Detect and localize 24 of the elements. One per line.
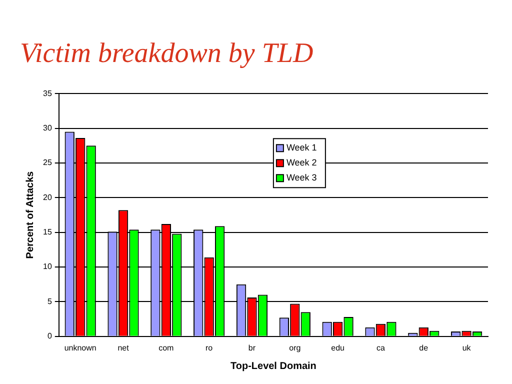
- y-tick-label: 35: [42, 88, 52, 98]
- x-tick-label: org: [289, 343, 301, 352]
- x-tick-label: net: [118, 343, 130, 352]
- x-tick-label: edu: [331, 343, 344, 352]
- y-tick-label: 10: [42, 262, 52, 272]
- y-tick-label: 25: [42, 158, 52, 168]
- x-axis-title: Top-Level Domain: [230, 360, 316, 372]
- y-axis-title: Percent of Attacks: [24, 170, 36, 259]
- legend-label: Week 3: [286, 172, 317, 183]
- x-tick-label: uk: [462, 343, 472, 352]
- y-tick-label: 5: [47, 296, 52, 306]
- y-tick-label: 15: [42, 228, 52, 237]
- x-tick-label: com: [158, 343, 174, 352]
- x-tick-label: ro: [206, 343, 214, 352]
- x-tick-label: de: [419, 343, 429, 352]
- x-tick-label: unknown: [64, 343, 96, 352]
- legend-label: Week 2: [286, 158, 317, 168]
- x-tick-label: br: [248, 343, 256, 352]
- y-tick-label: 0: [47, 332, 52, 341]
- legend-label: Week 1: [286, 142, 317, 153]
- y-tick-label: 30: [42, 123, 52, 132]
- y-tick-label: 20: [42, 192, 52, 202]
- x-tick-label: ca: [376, 343, 386, 352]
- chart-title: Victim breakdown by TLD: [20, 38, 314, 70]
